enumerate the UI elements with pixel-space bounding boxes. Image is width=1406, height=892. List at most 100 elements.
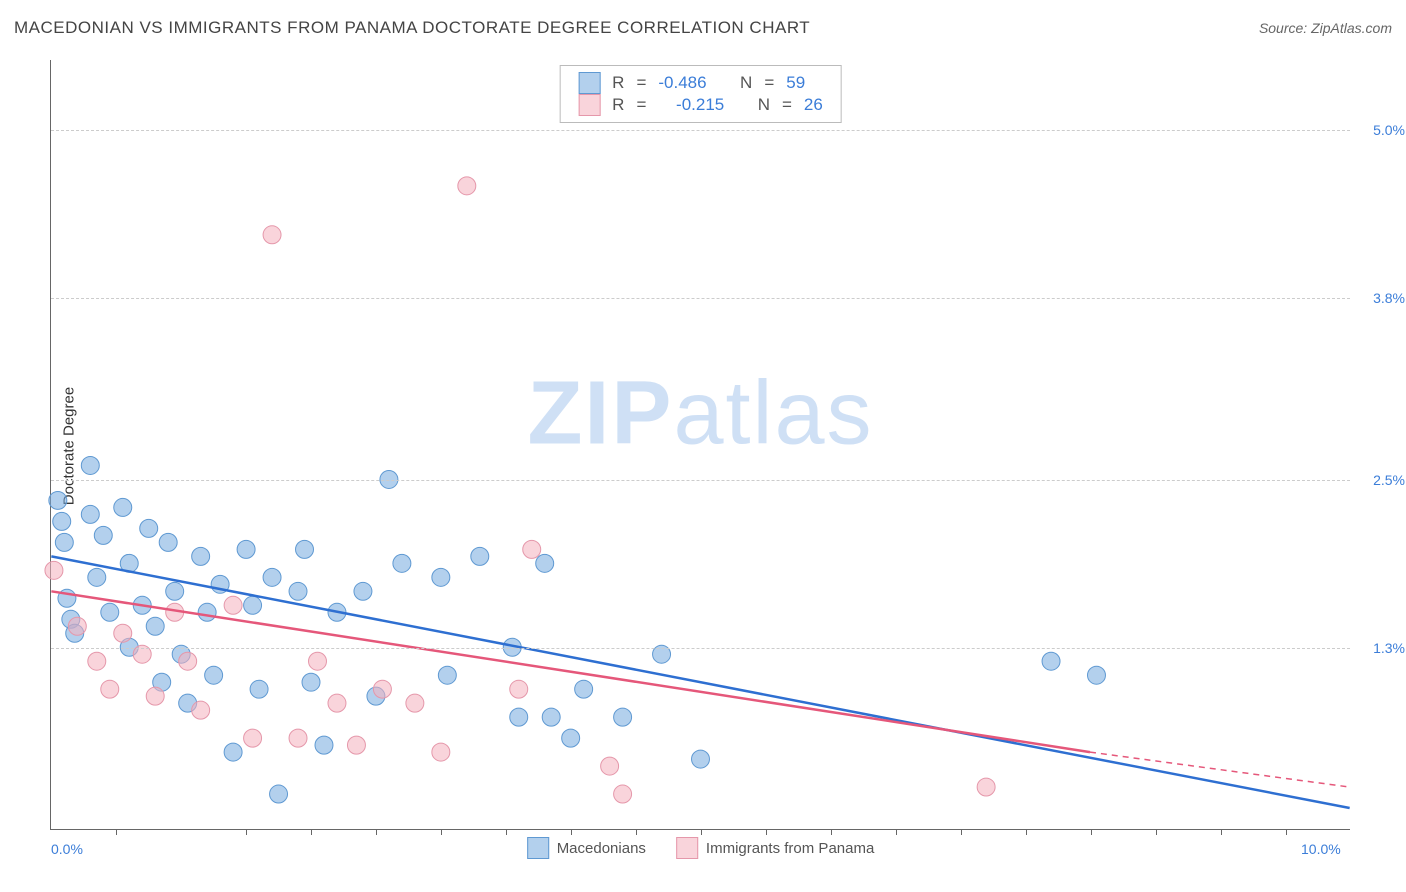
scatter-point-panama <box>101 680 119 698</box>
scatter-point-panama <box>458 177 476 195</box>
scatter-point-panama <box>309 652 327 670</box>
r-value-b: -0.215 <box>676 95 724 115</box>
scatter-point-macedonians <box>101 603 119 621</box>
scatter-point-macedonians <box>510 708 528 726</box>
x-tick-mark <box>766 829 767 835</box>
scatter-point-macedonians <box>237 540 255 558</box>
scatter-point-macedonians <box>166 582 184 600</box>
gridline <box>51 130 1350 131</box>
scatter-point-macedonians <box>289 582 307 600</box>
trend-line-macedonians <box>51 556 1349 808</box>
scatter-point-macedonians <box>94 526 112 544</box>
scatter-point-macedonians <box>393 554 411 572</box>
scatter-point-panama <box>45 561 63 579</box>
scatter-point-panama <box>192 701 210 719</box>
scatter-point-macedonians <box>88 568 106 586</box>
legend-label-a: Macedonians <box>557 840 646 857</box>
x-tick-mark <box>961 829 962 835</box>
y-tick-label: 5.0% <box>1373 122 1405 138</box>
scatter-point-panama <box>977 778 995 796</box>
r-label: R <box>612 73 624 93</box>
eq: = <box>782 95 792 115</box>
n-value-b: 26 <box>804 95 823 115</box>
x-tick-mark <box>831 829 832 835</box>
scatter-point-macedonians <box>302 673 320 691</box>
x-tick-mark <box>1221 829 1222 835</box>
stats-row-a: R = -0.486 N = 59 <box>578 72 823 94</box>
gridline <box>51 480 1350 481</box>
legend-item-b: Immigrants from Panama <box>676 837 874 859</box>
scatter-point-macedonians <box>192 547 210 565</box>
scatter-point-panama <box>347 736 365 754</box>
gridline <box>51 298 1350 299</box>
swatch-blue-icon <box>578 72 600 94</box>
y-tick-label: 3.8% <box>1373 290 1405 306</box>
scatter-point-panama <box>114 624 132 642</box>
r-label: R <box>612 95 624 115</box>
legend-item-a: Macedonians <box>527 837 646 859</box>
scatter-point-macedonians <box>81 456 99 474</box>
x-tick-mark <box>441 829 442 835</box>
scatter-point-macedonians <box>438 666 456 684</box>
swatch-blue-icon <box>527 837 549 859</box>
eq: = <box>636 95 646 115</box>
y-tick-label: 1.3% <box>1373 640 1405 656</box>
x-tick-mark <box>506 829 507 835</box>
scatter-point-macedonians <box>159 533 177 551</box>
scatter-point-macedonians <box>1042 652 1060 670</box>
x-tick-mark <box>376 829 377 835</box>
scatter-point-macedonians <box>542 708 560 726</box>
scatter-point-panama <box>244 729 262 747</box>
n-value-a: 59 <box>786 73 805 93</box>
x-tick-label: 0.0% <box>51 841 83 857</box>
r-value-a: -0.486 <box>658 73 706 93</box>
scatter-point-panama <box>179 652 197 670</box>
scatter-point-macedonians <box>114 498 132 516</box>
swatch-pink-icon <box>676 837 698 859</box>
x-tick-mark <box>896 829 897 835</box>
scatter-point-panama <box>68 617 86 635</box>
x-tick-mark <box>571 829 572 835</box>
scatter-point-panama <box>373 680 391 698</box>
scatter-point-macedonians <box>354 582 372 600</box>
stats-box: R = -0.486 N = 59 R = --0.215 N = 26 <box>559 65 842 123</box>
x-tick-mark <box>246 829 247 835</box>
scatter-point-macedonians <box>81 505 99 523</box>
scatter-point-panama <box>406 694 424 712</box>
legend-bottom: Macedonians Immigrants from Panama <box>527 837 875 859</box>
scatter-point-panama <box>88 652 106 670</box>
title-bar: MACEDONIAN VS IMMIGRANTS FROM PANAMA DOC… <box>14 18 1392 38</box>
scatter-point-macedonians <box>263 568 281 586</box>
scatter-point-macedonians <box>471 547 489 565</box>
scatter-point-macedonians <box>244 596 262 614</box>
eq: = <box>636 73 646 93</box>
stats-row-b: R = --0.215 N = 26 <box>578 94 823 116</box>
scatter-point-macedonians <box>55 533 73 551</box>
chart-svg <box>51 60 1350 829</box>
x-tick-mark <box>1026 829 1027 835</box>
eq: = <box>764 73 774 93</box>
scatter-point-macedonians <box>692 750 710 768</box>
gridline <box>51 648 1350 649</box>
x-tick-mark <box>116 829 117 835</box>
x-tick-label: 10.0% <box>1301 841 1341 857</box>
scatter-point-panama <box>289 729 307 747</box>
x-tick-mark <box>701 829 702 835</box>
scatter-point-macedonians <box>296 540 314 558</box>
x-tick-mark <box>1091 829 1092 835</box>
scatter-point-panama <box>432 743 450 761</box>
y-tick-label: 2.5% <box>1373 472 1405 488</box>
scatter-point-panama <box>224 596 242 614</box>
chart-title: MACEDONIAN VS IMMIGRANTS FROM PANAMA DOC… <box>14 18 810 38</box>
x-tick-mark <box>311 829 312 835</box>
scatter-point-macedonians <box>205 666 223 684</box>
scatter-point-macedonians <box>270 785 288 803</box>
scatter-point-panama <box>523 540 541 558</box>
scatter-point-macedonians <box>315 736 333 754</box>
scatter-point-macedonians <box>1087 666 1105 684</box>
scatter-point-macedonians <box>614 708 632 726</box>
x-tick-mark <box>1156 829 1157 835</box>
scatter-point-panama <box>328 694 346 712</box>
scatter-point-macedonians <box>562 729 580 747</box>
scatter-point-macedonians <box>49 491 67 509</box>
